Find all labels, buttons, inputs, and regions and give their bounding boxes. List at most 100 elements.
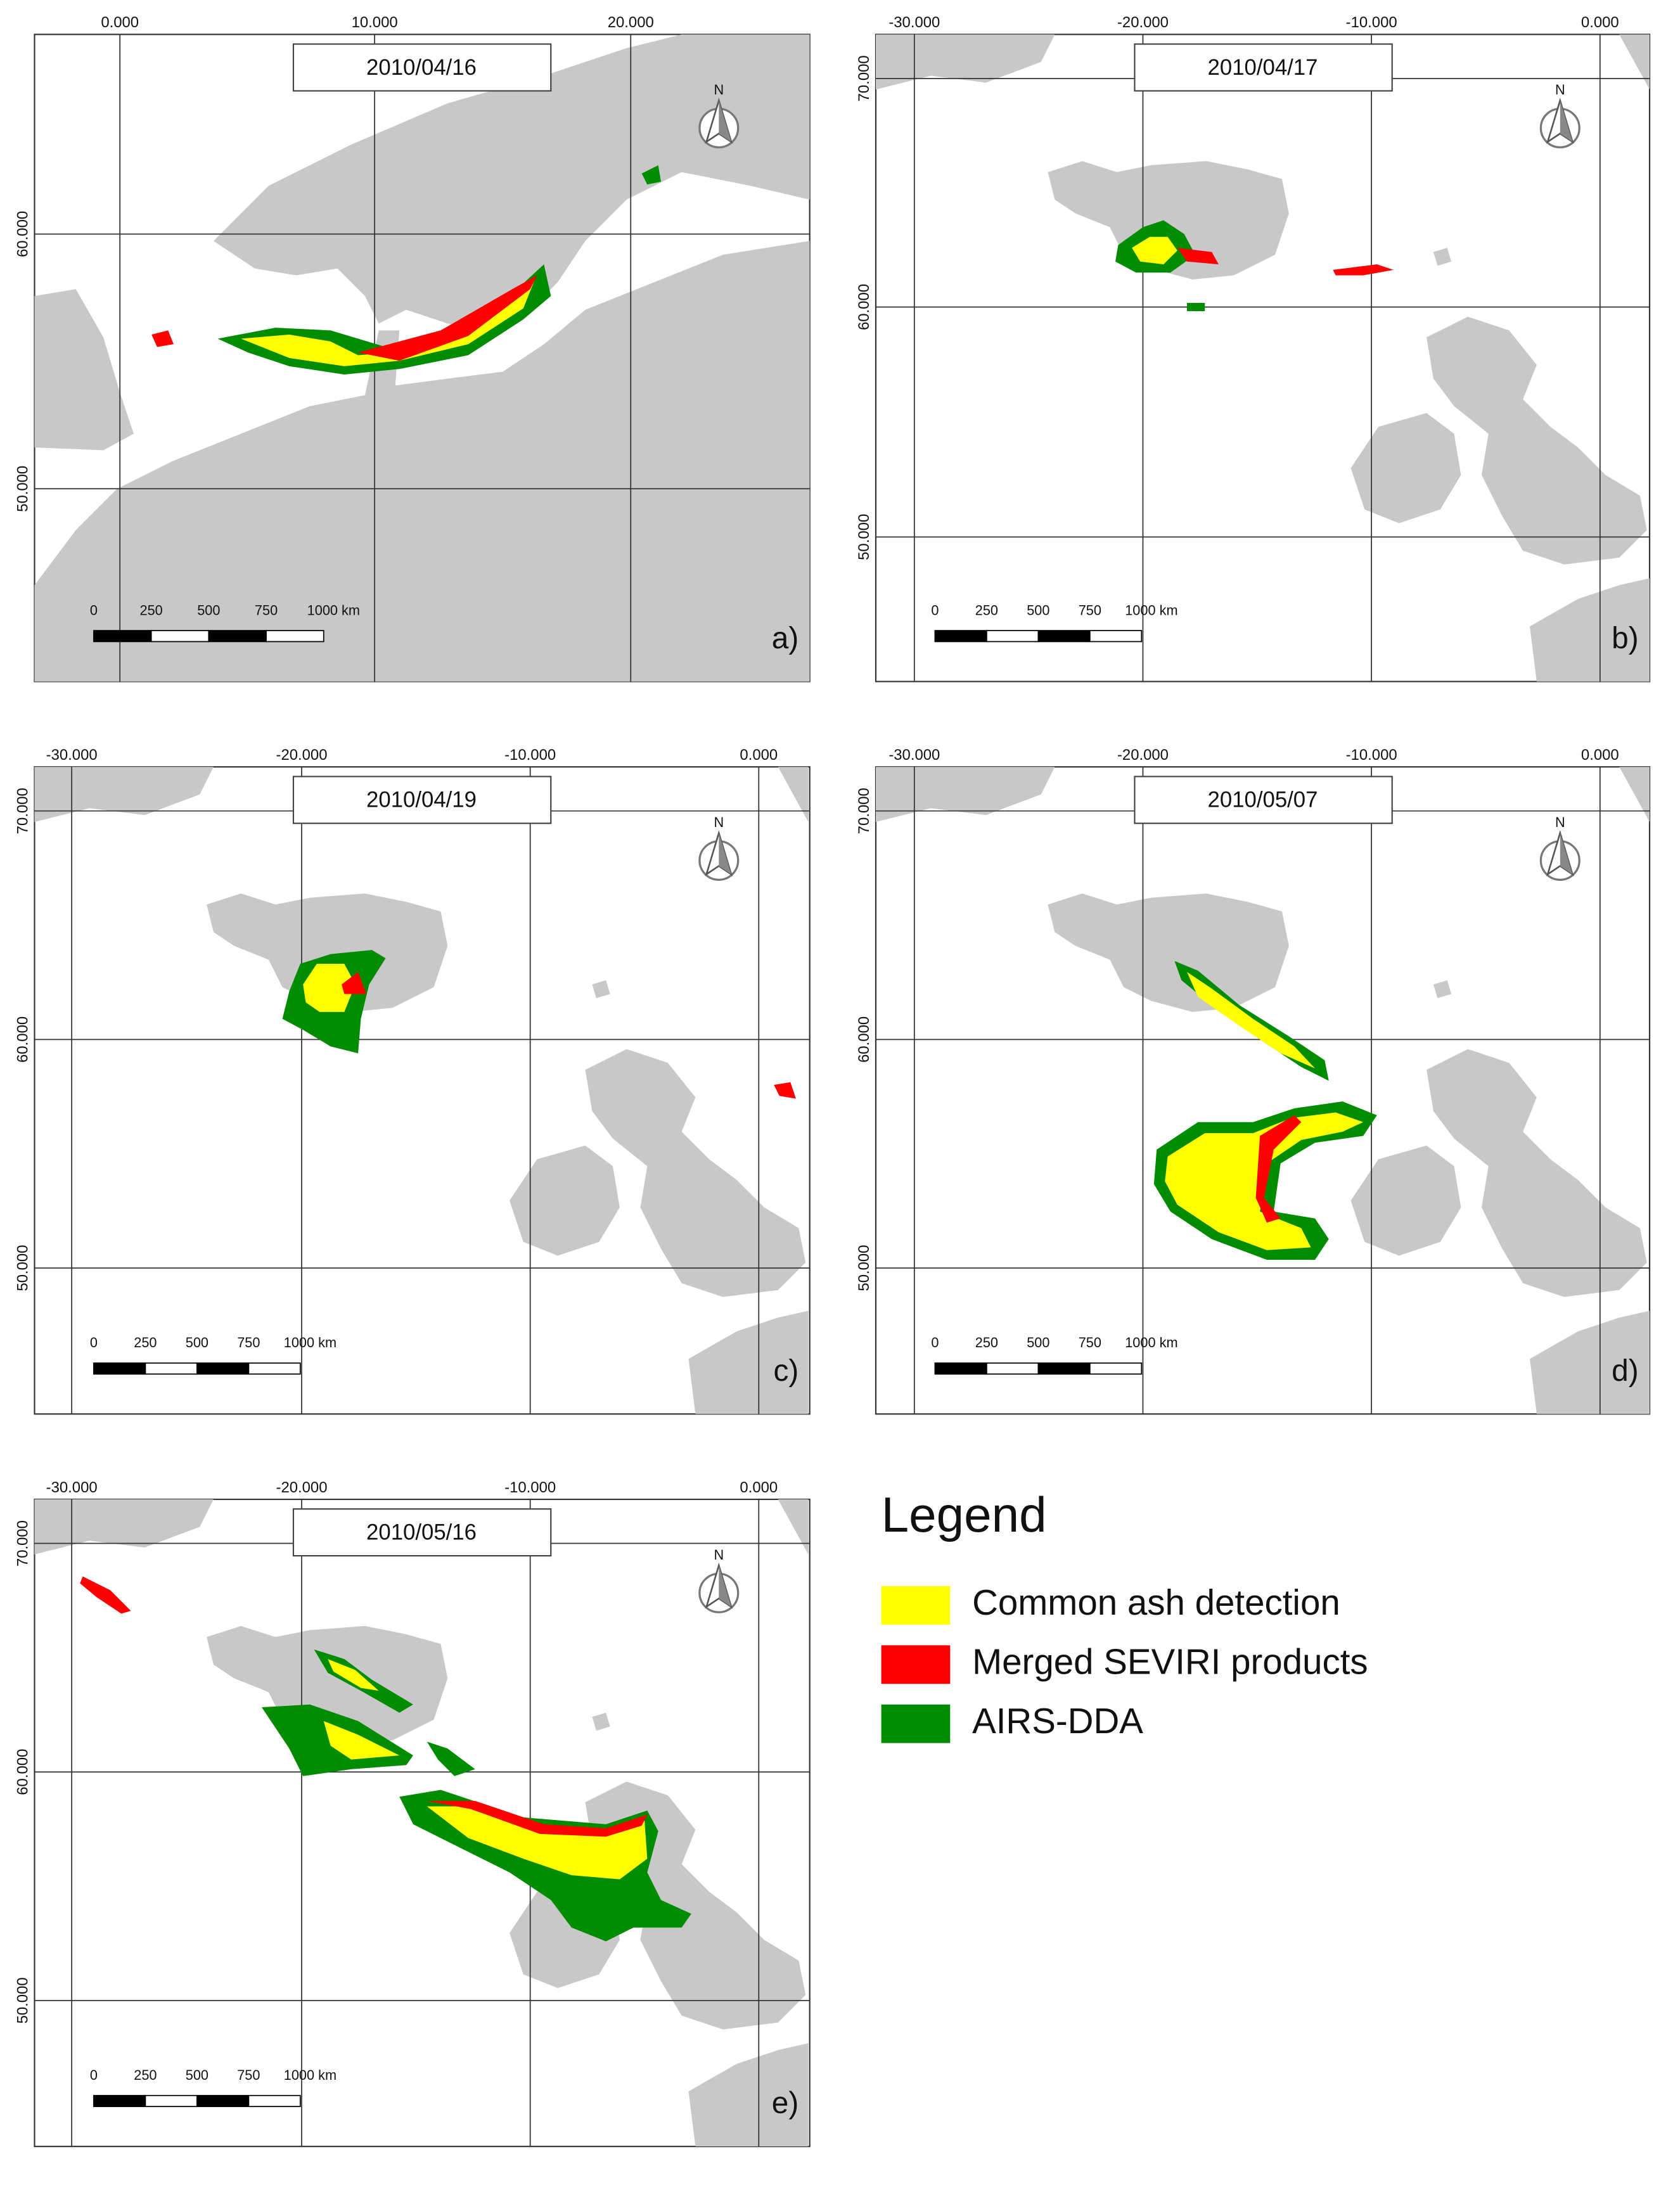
north-label: N (1555, 814, 1565, 830)
north-arrow (719, 833, 731, 875)
scale-label: 250 (134, 2067, 157, 2083)
scale-label: 500 (186, 2067, 208, 2083)
y-tick-label: 70.000 (856, 788, 873, 834)
scale-label: 0 (90, 602, 98, 618)
scale-bar (93, 630, 152, 643)
x-tick-label: 0.000 (1581, 14, 1619, 31)
x-tick-label: 10.000 (352, 14, 398, 31)
x-tick-label: -30.000 (46, 746, 98, 764)
scale-bar (934, 1362, 987, 1375)
x-tick-label: -10.000 (504, 1479, 556, 1496)
ash-plumes (80, 165, 1394, 1942)
y-tick-label: 50.000 (14, 1245, 31, 1291)
scale-bar (934, 630, 987, 643)
scale-label: 750 (237, 1335, 260, 1350)
scale-label: 250 (975, 602, 998, 618)
scale-bar (144, 2094, 198, 2108)
scale-bar (986, 1362, 1039, 1375)
map-frame (875, 766, 1651, 1415)
legend: Legend Common ash detection Merged SEVIR… (881, 1487, 1368, 1743)
panel-letter: c) (774, 1354, 799, 1388)
y-tick-label: 60.000 (14, 1749, 31, 1795)
x-tick-label: -30.000 (888, 14, 940, 31)
legend-swatch (881, 1586, 951, 1625)
north-label: N (714, 82, 724, 98)
legend-item: Merged SEVIRI products (972, 1642, 1368, 1682)
panel-letter: e) (772, 2087, 799, 2120)
x-tick-label: -10.000 (1346, 14, 1397, 31)
scale-bar (196, 2094, 250, 2108)
map-panel: -30.000 -20.000 -10.000 0.000 70.000 60.000 50… (14, 746, 811, 1415)
scale-bar (150, 630, 210, 643)
scale-label: 0 (931, 1335, 939, 1350)
scale-label: 250 (140, 602, 163, 618)
x-tick-label: -10.000 (504, 746, 556, 764)
scale-bar (1089, 630, 1143, 643)
map-panel: -30.000 -20.000 -10.000 0.000 70.000 60.000 50… (856, 14, 1651, 682)
y-tick-label: 50.000 (856, 1245, 873, 1291)
scale-label: 750 (1079, 602, 1101, 618)
north-arrow (1560, 833, 1573, 875)
scale-label: 500 (1027, 602, 1049, 618)
x-tick-label: 0.000 (740, 1479, 778, 1496)
x-tick-label: -20.000 (276, 746, 328, 764)
map-frame (34, 766, 811, 1415)
scale-label: 1000 km (284, 2067, 337, 2083)
legend-item: AIRS-DDA (972, 1701, 1143, 1741)
north-label: N (714, 814, 724, 830)
scale-label: 500 (1027, 1335, 1049, 1350)
scale-label: 750 (1079, 1335, 1101, 1350)
scale-bar (266, 630, 324, 643)
date-label: 2010/05/07 (1208, 788, 1318, 812)
scale-label: 750 (237, 2067, 260, 2083)
scale-bar (248, 1362, 301, 1375)
date-box (1134, 43, 1393, 92)
x-tick-label: -20.000 (1117, 14, 1169, 31)
x-tick-label: 0.000 (101, 14, 139, 31)
map-panels: 0.000 10.000 20.000 60.000 50.000 2010/04/16 N… (14, 14, 1651, 2148)
scale-bar (1037, 630, 1091, 643)
legend-title: Legend (882, 1487, 1047, 1542)
y-tick-label: 60.000 (856, 284, 873, 330)
date-label: 2010/04/16 (366, 56, 477, 80)
date-box (292, 776, 552, 824)
scale-bar (93, 2094, 146, 2108)
y-tick-label: 50.000 (856, 514, 873, 560)
scale-label: 750 (255, 602, 278, 618)
legend-item: Common ash detection (972, 1582, 1340, 1622)
x-tick-label: 0.000 (1581, 746, 1619, 764)
scale-label: 500 (197, 602, 220, 618)
x-tick-label: -10.000 (1346, 746, 1397, 764)
scale-label: 0 (90, 1335, 98, 1350)
y-tick-label: 50.000 (14, 466, 31, 512)
y-tick-label: 70.000 (14, 1520, 31, 1567)
y-tick-label: 70.000 (14, 788, 31, 834)
scale-bar (144, 1362, 198, 1375)
date-box (292, 43, 552, 92)
scale-label: 1000 km (307, 602, 360, 618)
date-label: 2010/05/16 (366, 1521, 477, 1545)
scale-label: 1000 km (284, 1335, 337, 1350)
date-box (1134, 776, 1393, 824)
scale-bar (1037, 1362, 1091, 1375)
date-label: 2010/04/19 (366, 788, 477, 812)
x-tick-label: -20.000 (276, 1479, 328, 1496)
scale-label: 0 (90, 2067, 98, 2083)
y-tick-label: 70.000 (856, 55, 873, 101)
y-tick-label: 60.000 (14, 211, 31, 257)
x-tick-label: -30.000 (888, 746, 940, 764)
north-label: N (714, 1547, 724, 1563)
scale-label: 0 (931, 602, 939, 618)
north-arrow (719, 1565, 731, 1607)
y-tick-label: 50.000 (14, 1977, 31, 2023)
scale-label: 250 (134, 1335, 157, 1350)
scale-bar (1089, 1362, 1143, 1375)
scale-bar (986, 630, 1039, 643)
scale-bar (93, 1362, 146, 1375)
north-arrow (719, 100, 731, 142)
map-frame (875, 34, 1651, 682)
panel-letter: d) (1612, 1354, 1639, 1388)
x-tick-label: 20.000 (608, 14, 654, 31)
date-box (292, 1508, 552, 1557)
